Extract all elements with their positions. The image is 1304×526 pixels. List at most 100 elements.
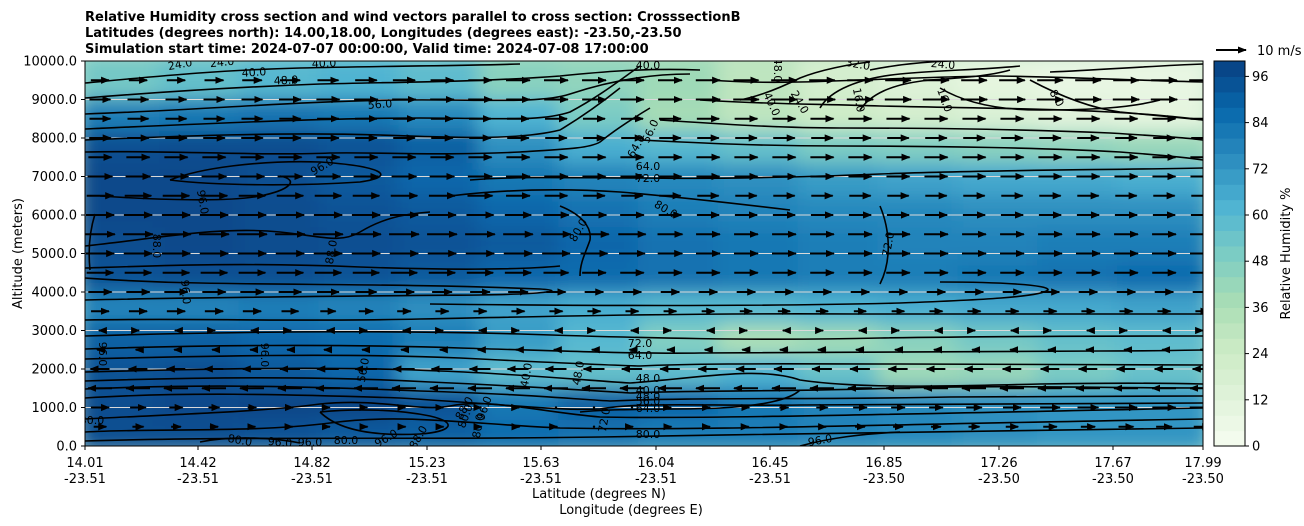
humidity-cell (398, 61, 491, 100)
contour-label: 64.0 (636, 160, 661, 173)
wind-vector (592, 406, 596, 409)
colorbar-band (1214, 122, 1245, 139)
colorbar-tick-label: 84 (1252, 116, 1269, 131)
contour-label: 80.0 (334, 434, 359, 447)
quiver-key-label: 10 m/s (1257, 44, 1302, 59)
colorbar-band (1214, 138, 1245, 154)
contour-line (429, 281, 1049, 307)
contour-label: 40.0 (241, 65, 266, 80)
x-tick-label-lat: 15.63 (522, 456, 559, 471)
contour-label-group-item: 72.0 (636, 172, 661, 185)
x-tick-label-lat: 15.23 (408, 456, 445, 471)
x-axis-label: Latitude (degrees N) (532, 487, 666, 502)
contour-label: 56.0 (636, 395, 661, 408)
contour-label: 72.0 (880, 231, 897, 257)
x-tick-label-lat: 17.99 (1184, 456, 1221, 471)
y-tick-label: 3000.0 (32, 324, 78, 339)
y-tick-label: 1000.0 (32, 401, 78, 416)
contour-line (85, 385, 1203, 402)
x-tick-label-lat: 14.42 (179, 456, 216, 471)
x-tick-label-lat: 14.01 (66, 456, 103, 471)
contour-line (319, 409, 449, 436)
contour-line (88, 213, 96, 271)
contour-label: 96.0 (258, 343, 271, 368)
contour-label: 96.0 (267, 435, 293, 450)
y-tick-label: 0.0 (56, 440, 77, 455)
contour-line (85, 73, 691, 115)
colorbar-band (1214, 415, 1245, 432)
contour-label: 72.0 (596, 407, 613, 433)
contour-label: 48.0 (771, 58, 784, 83)
x-tick-label-lon: -23.51 (635, 472, 677, 487)
colorbar-band (1214, 353, 1245, 370)
contour-label-group-item: 96.0 (267, 435, 293, 450)
contour-label-group-item: 88.0 (323, 239, 340, 265)
colorbar-band (1214, 322, 1245, 339)
contour-label-group-item: 72.0 (880, 231, 897, 257)
chart-title-line-1: Relative Humidity cross section and wind… (85, 10, 741, 25)
contour-label: 80.0 (80, 414, 105, 427)
contour-label: 48.0 (636, 390, 661, 403)
contour-label: 88.0 (150, 234, 163, 259)
contour-line (819, 65, 1021, 109)
contour-label-group-item: 80.0 (80, 414, 105, 427)
contour-label: 24.0 (209, 55, 235, 70)
contour-line (85, 65, 641, 130)
contour-line (85, 344, 1203, 354)
contour-label-group-item: 48.0 (771, 58, 784, 83)
colorbar-band (1214, 199, 1245, 216)
x-tick-label-lon: -23.50 (1182, 472, 1224, 487)
colorbar-label: Relative Humidity % (1279, 188, 1294, 320)
contour-line (1049, 63, 1203, 73)
colorbar-band (1214, 107, 1245, 124)
contour-label: 96.0 (298, 436, 323, 449)
x-tick-label-lon: -23.51 (749, 472, 791, 487)
chart-title-line-3: Simulation start time: 2024-07-07 00:00:… (85, 42, 649, 57)
x-tick-label-lat: 16.04 (637, 456, 674, 471)
contour-line (85, 354, 1203, 367)
y-tick-label: 6000.0 (32, 209, 78, 224)
colorbar: 0 12 24 36 48 60 72 84 96 (1213, 60, 1269, 455)
y-tick-label: 5000.0 (32, 247, 78, 262)
x-tick-label-lat: 14.82 (293, 456, 330, 471)
contour-label-group-item: 96.0 (258, 343, 271, 368)
contour-label: 88.0 (323, 239, 340, 265)
colorbar-frame (1213, 60, 1246, 447)
contour-line (85, 331, 1203, 341)
contour-label: 80.0 (636, 428, 661, 441)
contour-label-group-item: 96.0 (96, 342, 109, 367)
contour-label-group-item: 96.0 (807, 432, 833, 449)
contour-line (85, 313, 1203, 321)
colorbar-band (1214, 61, 1245, 77)
colorbar-band (1214, 76, 1245, 93)
contour-label-group-item: 56.0 (636, 395, 661, 408)
contour-label: 64.0 (628, 349, 653, 362)
y-axis: 0.0 1000.0 2000.0 3000.0 4000.0 5000.0 6000.0 7… (23, 55, 85, 455)
x-axis: 14.01-23.5114.42-23.5114.82-23.5115.23-2… (64, 446, 1224, 487)
contour-line (85, 107, 651, 155)
contour-label-group-item: 64.0 (636, 402, 661, 415)
contour-line (739, 61, 871, 101)
colorbar-band (1214, 230, 1245, 247)
colorbar-band (1214, 338, 1245, 355)
contour-line (799, 431, 901, 446)
colorbar-tick-label: 96 (1252, 70, 1269, 85)
contour-label-group-item: 24.0 (930, 61, 956, 72)
x-tick-label-lon: -23.51 (520, 472, 562, 487)
contour-label-group-item: 72.0 (596, 407, 613, 433)
contour-line (579, 389, 801, 413)
contour-line (85, 263, 561, 270)
colorbar-tick-label: 12 (1252, 393, 1269, 408)
contour-line (639, 139, 1203, 161)
x-tick-label-lon: -23.51 (406, 472, 448, 487)
colorbar-band (1214, 384, 1245, 401)
contour-label-group-item: 40.0 (636, 61, 661, 72)
contour-label: 80.0 (227, 432, 253, 449)
contour-line (559, 205, 591, 277)
contour-label-group-item: 88.0 (150, 234, 163, 259)
colorbar-band (1214, 430, 1245, 447)
colorbar-tick-label: 48 (1252, 255, 1269, 270)
contour-label-group-item: 24.0 (209, 55, 235, 70)
contour-label: 96.0 (807, 432, 833, 449)
